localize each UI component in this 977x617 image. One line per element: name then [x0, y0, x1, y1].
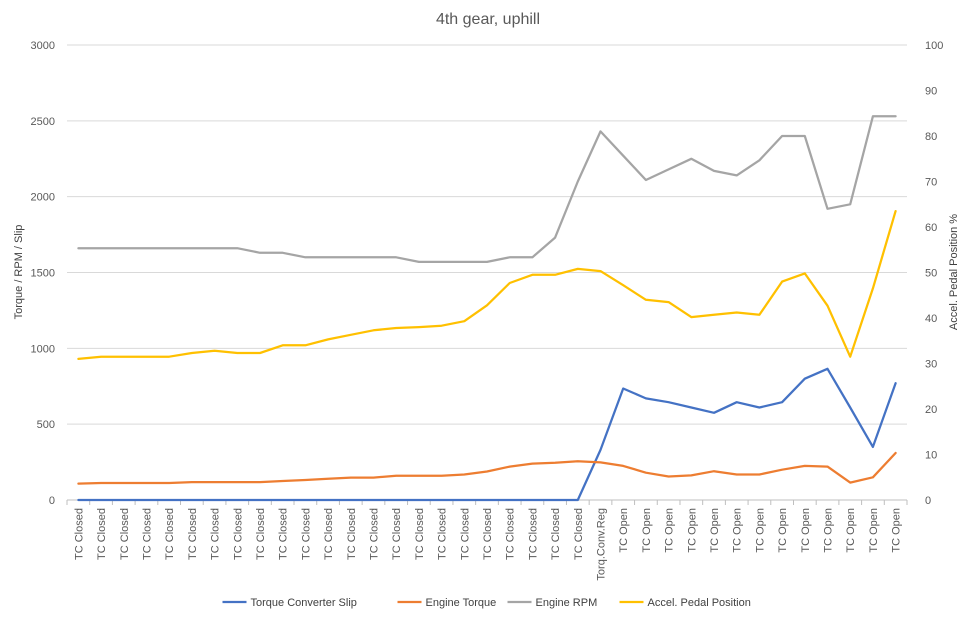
- gridlines: [66, 44, 908, 505]
- x-tick-label: TC Open: [686, 508, 698, 553]
- y-tick-label: 1500: [31, 268, 55, 280]
- legend-label: Torque Converter Slip: [251, 597, 357, 609]
- legend-item: Accel. Pedal Position: [619, 597, 751, 609]
- y-tick-label: 0: [49, 495, 55, 507]
- x-tick-label: TC Open: [618, 508, 630, 553]
- x-tick-label: TC Open: [709, 508, 721, 553]
- x-tick-label: TC Closed: [255, 508, 267, 560]
- x-tick-label: TC Closed: [300, 508, 312, 560]
- x-tick-label: TC Closed: [187, 508, 199, 560]
- y-axis-ticks: 0 500 1000 1500 2000 2500 3000: [31, 40, 55, 507]
- x-tick-label: TC Open: [845, 508, 857, 553]
- y2-tick-label: 50: [925, 268, 937, 280]
- x-tick-label: TC Closed: [414, 508, 426, 560]
- x-tick-label: TC Closed: [391, 508, 403, 560]
- chart-title: 4th gear, uphill: [436, 11, 540, 28]
- legend-label: Accel. Pedal Position: [648, 597, 751, 609]
- x-tick-label: TC Closed: [96, 508, 108, 560]
- y2-axis-ticks: 0 10 20 30 40 50 60 70 80 90 100: [925, 40, 943, 507]
- legend-item: Torque Converter Slip: [222, 597, 357, 609]
- legend-label: Engine RPM: [536, 597, 598, 609]
- x-tick-label: TC Open: [823, 508, 835, 553]
- y-axis-title: Torque / RPM / Slip: [13, 225, 25, 320]
- y2-tick-label: 0: [925, 495, 931, 507]
- series-lines: [77, 115, 897, 502]
- y2-tick-label: 60: [925, 222, 937, 234]
- x-tick-label: TC Open: [754, 508, 766, 553]
- x-tick-label: TC Closed: [141, 508, 153, 560]
- x-tick-label: TC Open: [641, 508, 653, 553]
- x-tick-label: TC Closed: [437, 508, 449, 560]
- y2-tick-label: 100: [925, 40, 943, 52]
- x-tick-label: TC Closed: [346, 508, 358, 560]
- y-tick-label: 500: [37, 419, 55, 431]
- y2-tick-label: 30: [925, 359, 937, 371]
- x-tick-label: TC Closed: [278, 508, 290, 560]
- y2-tick-label: 10: [925, 450, 937, 462]
- x-tick-label: TC Closed: [210, 508, 222, 560]
- x-tick-label: TC Closed: [164, 508, 176, 560]
- x-axis-ticks: TC Closed TC Closed TC Closed TC Closed TC C…: [73, 508, 902, 581]
- x-tick-label: TC Open: [868, 508, 880, 553]
- y-tick-label: 1000: [31, 343, 55, 355]
- x-tick-label: TC Open: [891, 508, 903, 553]
- y-tick-label: 2000: [31, 192, 55, 204]
- x-tick-label: Torq.Conv.Reg: [596, 508, 608, 581]
- x-tick-label: TC Open: [732, 508, 744, 553]
- series-line-torque-converter-slip: [77, 367, 897, 502]
- x-tick-label: TC Closed: [73, 508, 85, 560]
- x-tick-label: TC Closed: [527, 508, 539, 560]
- x-tick-label: TC Closed: [550, 508, 562, 560]
- y2-tick-label: 80: [925, 131, 937, 143]
- y-tick-label: 3000: [31, 40, 55, 52]
- x-tick-label: TC Closed: [323, 508, 335, 560]
- legend-label: Engine Torque: [426, 597, 497, 609]
- y2-tick-label: 40: [925, 313, 937, 325]
- x-tick-label: TC Closed: [573, 508, 585, 560]
- x-tick-label: TC Closed: [119, 508, 131, 560]
- y-tick-label: 2500: [31, 116, 55, 128]
- legend-item: Engine RPM: [507, 597, 598, 609]
- series-line-engine-torque: [77, 451, 897, 485]
- x-tick-label: TC Closed: [232, 508, 244, 560]
- y2-tick-label: 70: [925, 177, 937, 189]
- series-line-engine-rpm: [77, 115, 897, 264]
- y2-tick-label: 90: [925, 86, 937, 98]
- x-tick-label: TC Open: [777, 508, 789, 553]
- x-tick-label: TC Open: [664, 508, 676, 553]
- x-tick-label: TC Open: [800, 508, 812, 553]
- x-tick-label: TC Closed: [368, 508, 380, 560]
- legend: Torque Converter Slip Engine Torque Engine…: [222, 597, 751, 609]
- series-line-accel-pedal-position: [77, 209, 897, 361]
- y2-tick-label: 20: [925, 404, 937, 416]
- x-tick-label: TC Closed: [482, 508, 494, 560]
- y2-axis-title: Accel. Pedal Position %: [948, 214, 960, 330]
- x-tick-label: TC Closed: [459, 508, 471, 560]
- legend-item: Engine Torque: [397, 597, 497, 609]
- x-tick-label: TC Closed: [505, 508, 517, 560]
